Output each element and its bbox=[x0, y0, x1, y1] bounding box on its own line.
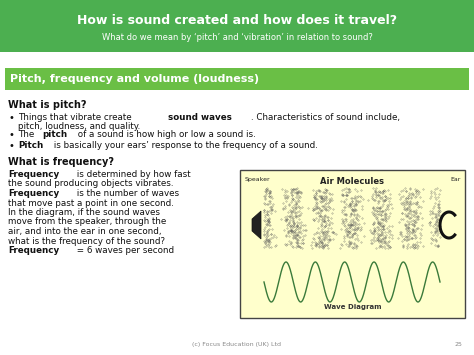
Text: The: The bbox=[18, 130, 37, 139]
Text: = 6 waves per second: = 6 waves per second bbox=[74, 246, 174, 255]
Text: Ear: Ear bbox=[451, 177, 461, 182]
Bar bbox=[240, 170, 465, 318]
Text: Frequency: Frequency bbox=[8, 246, 59, 255]
Text: •: • bbox=[8, 113, 14, 123]
Text: What is frequency?: What is frequency? bbox=[8, 157, 114, 167]
Polygon shape bbox=[252, 211, 261, 239]
Text: Air Molecules: Air Molecules bbox=[320, 177, 384, 186]
Text: move from the speaker, through the: move from the speaker, through the bbox=[8, 218, 166, 226]
Text: is basically your ears’ response to the frequency of a sound.: is basically your ears’ response to the … bbox=[51, 141, 318, 150]
Text: •: • bbox=[8, 141, 14, 151]
Text: . Characteristics of sound include,: . Characteristics of sound include, bbox=[251, 113, 400, 122]
Text: the sound producing objects vibrates.: the sound producing objects vibrates. bbox=[8, 180, 173, 189]
Text: Wave Diagram: Wave Diagram bbox=[324, 304, 381, 310]
Text: sound waves: sound waves bbox=[168, 113, 232, 122]
Text: (c) Focus Education (UK) Ltd: (c) Focus Education (UK) Ltd bbox=[192, 342, 282, 347]
Text: 25: 25 bbox=[454, 342, 462, 347]
Text: Frequency: Frequency bbox=[8, 189, 59, 198]
Text: •: • bbox=[8, 130, 14, 140]
Text: air, and into the ear in one second,: air, and into the ear in one second, bbox=[8, 227, 162, 236]
Text: Things that vibrate create: Things that vibrate create bbox=[18, 113, 134, 122]
Text: Speaker: Speaker bbox=[245, 177, 271, 182]
Text: Frequency: Frequency bbox=[8, 170, 59, 179]
Text: How is sound created and how does it travel?: How is sound created and how does it tra… bbox=[77, 13, 397, 27]
Text: What is pitch?: What is pitch? bbox=[8, 100, 86, 110]
Bar bbox=[5, 68, 469, 90]
Text: what is the frequency of the sound?: what is the frequency of the sound? bbox=[8, 236, 165, 246]
Text: pitch, loudness, and quality.: pitch, loudness, and quality. bbox=[18, 122, 140, 131]
Text: pitch: pitch bbox=[43, 130, 68, 139]
Text: is the number of waves: is the number of waves bbox=[74, 189, 179, 198]
Text: Pitch, frequency and volume (loudness): Pitch, frequency and volume (loudness) bbox=[10, 74, 259, 84]
Text: Pitch: Pitch bbox=[18, 141, 43, 150]
Text: In the diagram, if the sound waves: In the diagram, if the sound waves bbox=[8, 208, 160, 217]
Text: of a sound is how high or low a sound is.: of a sound is how high or low a sound is… bbox=[75, 130, 255, 139]
Text: that move past a point in one second.: that move past a point in one second. bbox=[8, 198, 174, 208]
Text: is determined by how fast: is determined by how fast bbox=[74, 170, 191, 179]
Bar bbox=[0, 0, 474, 52]
Text: What do we mean by ‘pitch’ and ‘vibration’ in relation to sound?: What do we mean by ‘pitch’ and ‘vibratio… bbox=[101, 33, 373, 42]
